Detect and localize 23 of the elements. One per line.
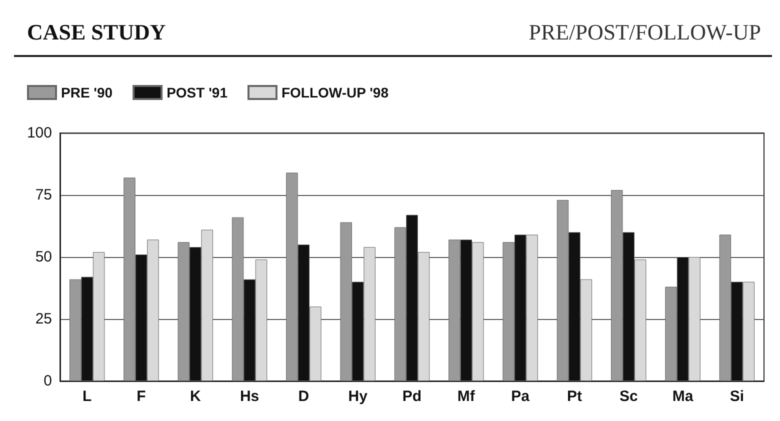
x-tick-label: Hs [240, 388, 260, 405]
y-tick-label: 25 [35, 310, 52, 328]
x-tick-label: Hy [348, 388, 368, 405]
x-tick-label: L [82, 388, 92, 405]
y-tick-label: 100 [26, 124, 52, 142]
legend-label: POST '91 [166, 84, 228, 100]
legend-label: PRE '90 [61, 84, 113, 100]
x-tick-label: Sc [619, 388, 638, 405]
x-tick-label: Pa [511, 388, 530, 405]
chart-subtitle: PRE/POST/FOLLOW-UP [528, 20, 762, 44]
x-tick-label: Mf [457, 388, 476, 405]
y-tick-label: 75 [35, 186, 52, 204]
x-tick-label: Si [730, 388, 744, 405]
x-tick-label: Ma [672, 388, 694, 405]
x-tick-label: K [190, 388, 201, 405]
y-tick-label: 50 [35, 248, 52, 266]
legend-label: FOLLOW-UP '98 [281, 84, 389, 100]
y-tick-label: 0 [44, 372, 52, 390]
x-tick-label: F [136, 388, 146, 405]
chart-title: CASE STUDY [27, 20, 166, 44]
x-tick-label: Pt [566, 388, 582, 405]
x-tick-label: Pd [402, 388, 422, 405]
x-tick-label: D [298, 388, 310, 405]
